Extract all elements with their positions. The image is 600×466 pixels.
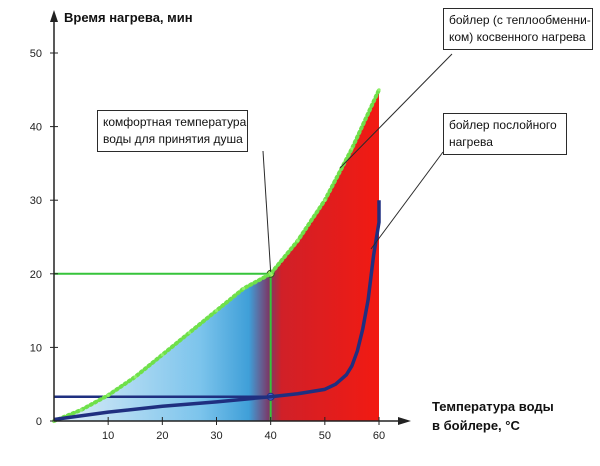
x-axis-arrow bbox=[398, 417, 411, 425]
y-axis-title: Время нагрева, мин bbox=[64, 10, 193, 25]
tick-labels-layer: 10 20 30 40 50 60 0 10 20 30 40 50 bbox=[30, 48, 385, 442]
leader-lines-layer bbox=[262, 53, 453, 272]
series-lines-layer bbox=[52, 87, 381, 423]
y-tick-label: 0 bbox=[36, 416, 42, 428]
x-tick-label: 50 bbox=[319, 430, 331, 442]
leader-indirect bbox=[339, 53, 453, 169]
annotation-indirect-boiler: бойлер (с теплообменни- ком) косвенного … bbox=[443, 8, 593, 50]
x-tick-label: 60 bbox=[373, 430, 385, 442]
y-tick-label: 30 bbox=[30, 195, 42, 207]
y-tick-label: 10 bbox=[30, 342, 42, 354]
point-indirect-boiler bbox=[214, 309, 219, 313]
x-tick-label: 30 bbox=[210, 430, 222, 442]
x-axis-title: Температура воды в бойлере, °C bbox=[432, 399, 557, 433]
point-indirect-boiler bbox=[133, 375, 137, 379]
y-axis-arrow bbox=[50, 10, 58, 22]
y-tick-label: 50 bbox=[30, 48, 42, 60]
annotation-layered-boiler: бойлер послойного нагрева bbox=[443, 113, 567, 155]
point-indirect-boiler bbox=[377, 88, 381, 92]
point-indirect-boiler bbox=[269, 272, 273, 276]
point-indirect-boiler bbox=[160, 353, 164, 357]
point-indirect-boiler bbox=[350, 147, 354, 151]
x-tick-label: 10 bbox=[102, 430, 114, 442]
y-tick-label: 20 bbox=[30, 269, 42, 281]
axes-layer bbox=[50, 10, 411, 425]
point-indirect-boiler bbox=[106, 393, 110, 397]
x-axis-title-line-1: Температура воды bbox=[432, 399, 554, 414]
leader-layered bbox=[370, 151, 444, 250]
point-indirect-boiler bbox=[187, 331, 192, 335]
x-tick-label: 20 bbox=[156, 430, 168, 442]
point-indirect-boiler bbox=[79, 408, 83, 412]
heat-area-fill bbox=[54, 89, 379, 422]
heat-area-layer bbox=[54, 89, 379, 422]
series-line-layered-boiler bbox=[53, 200, 381, 422]
point-indirect-boiler bbox=[296, 239, 300, 243]
x-axis-title-line-2: в бойлере, °C bbox=[432, 418, 520, 433]
y-tick-label: 40 bbox=[30, 122, 42, 134]
leader-comfort bbox=[262, 150, 272, 272]
x-tick-label: 40 bbox=[265, 430, 277, 442]
annotation-comfort-temperature: комфортная температура воды для принятия… bbox=[97, 110, 248, 152]
point-indirect-boiler bbox=[241, 286, 246, 291]
point-indirect-boiler bbox=[323, 198, 327, 202]
